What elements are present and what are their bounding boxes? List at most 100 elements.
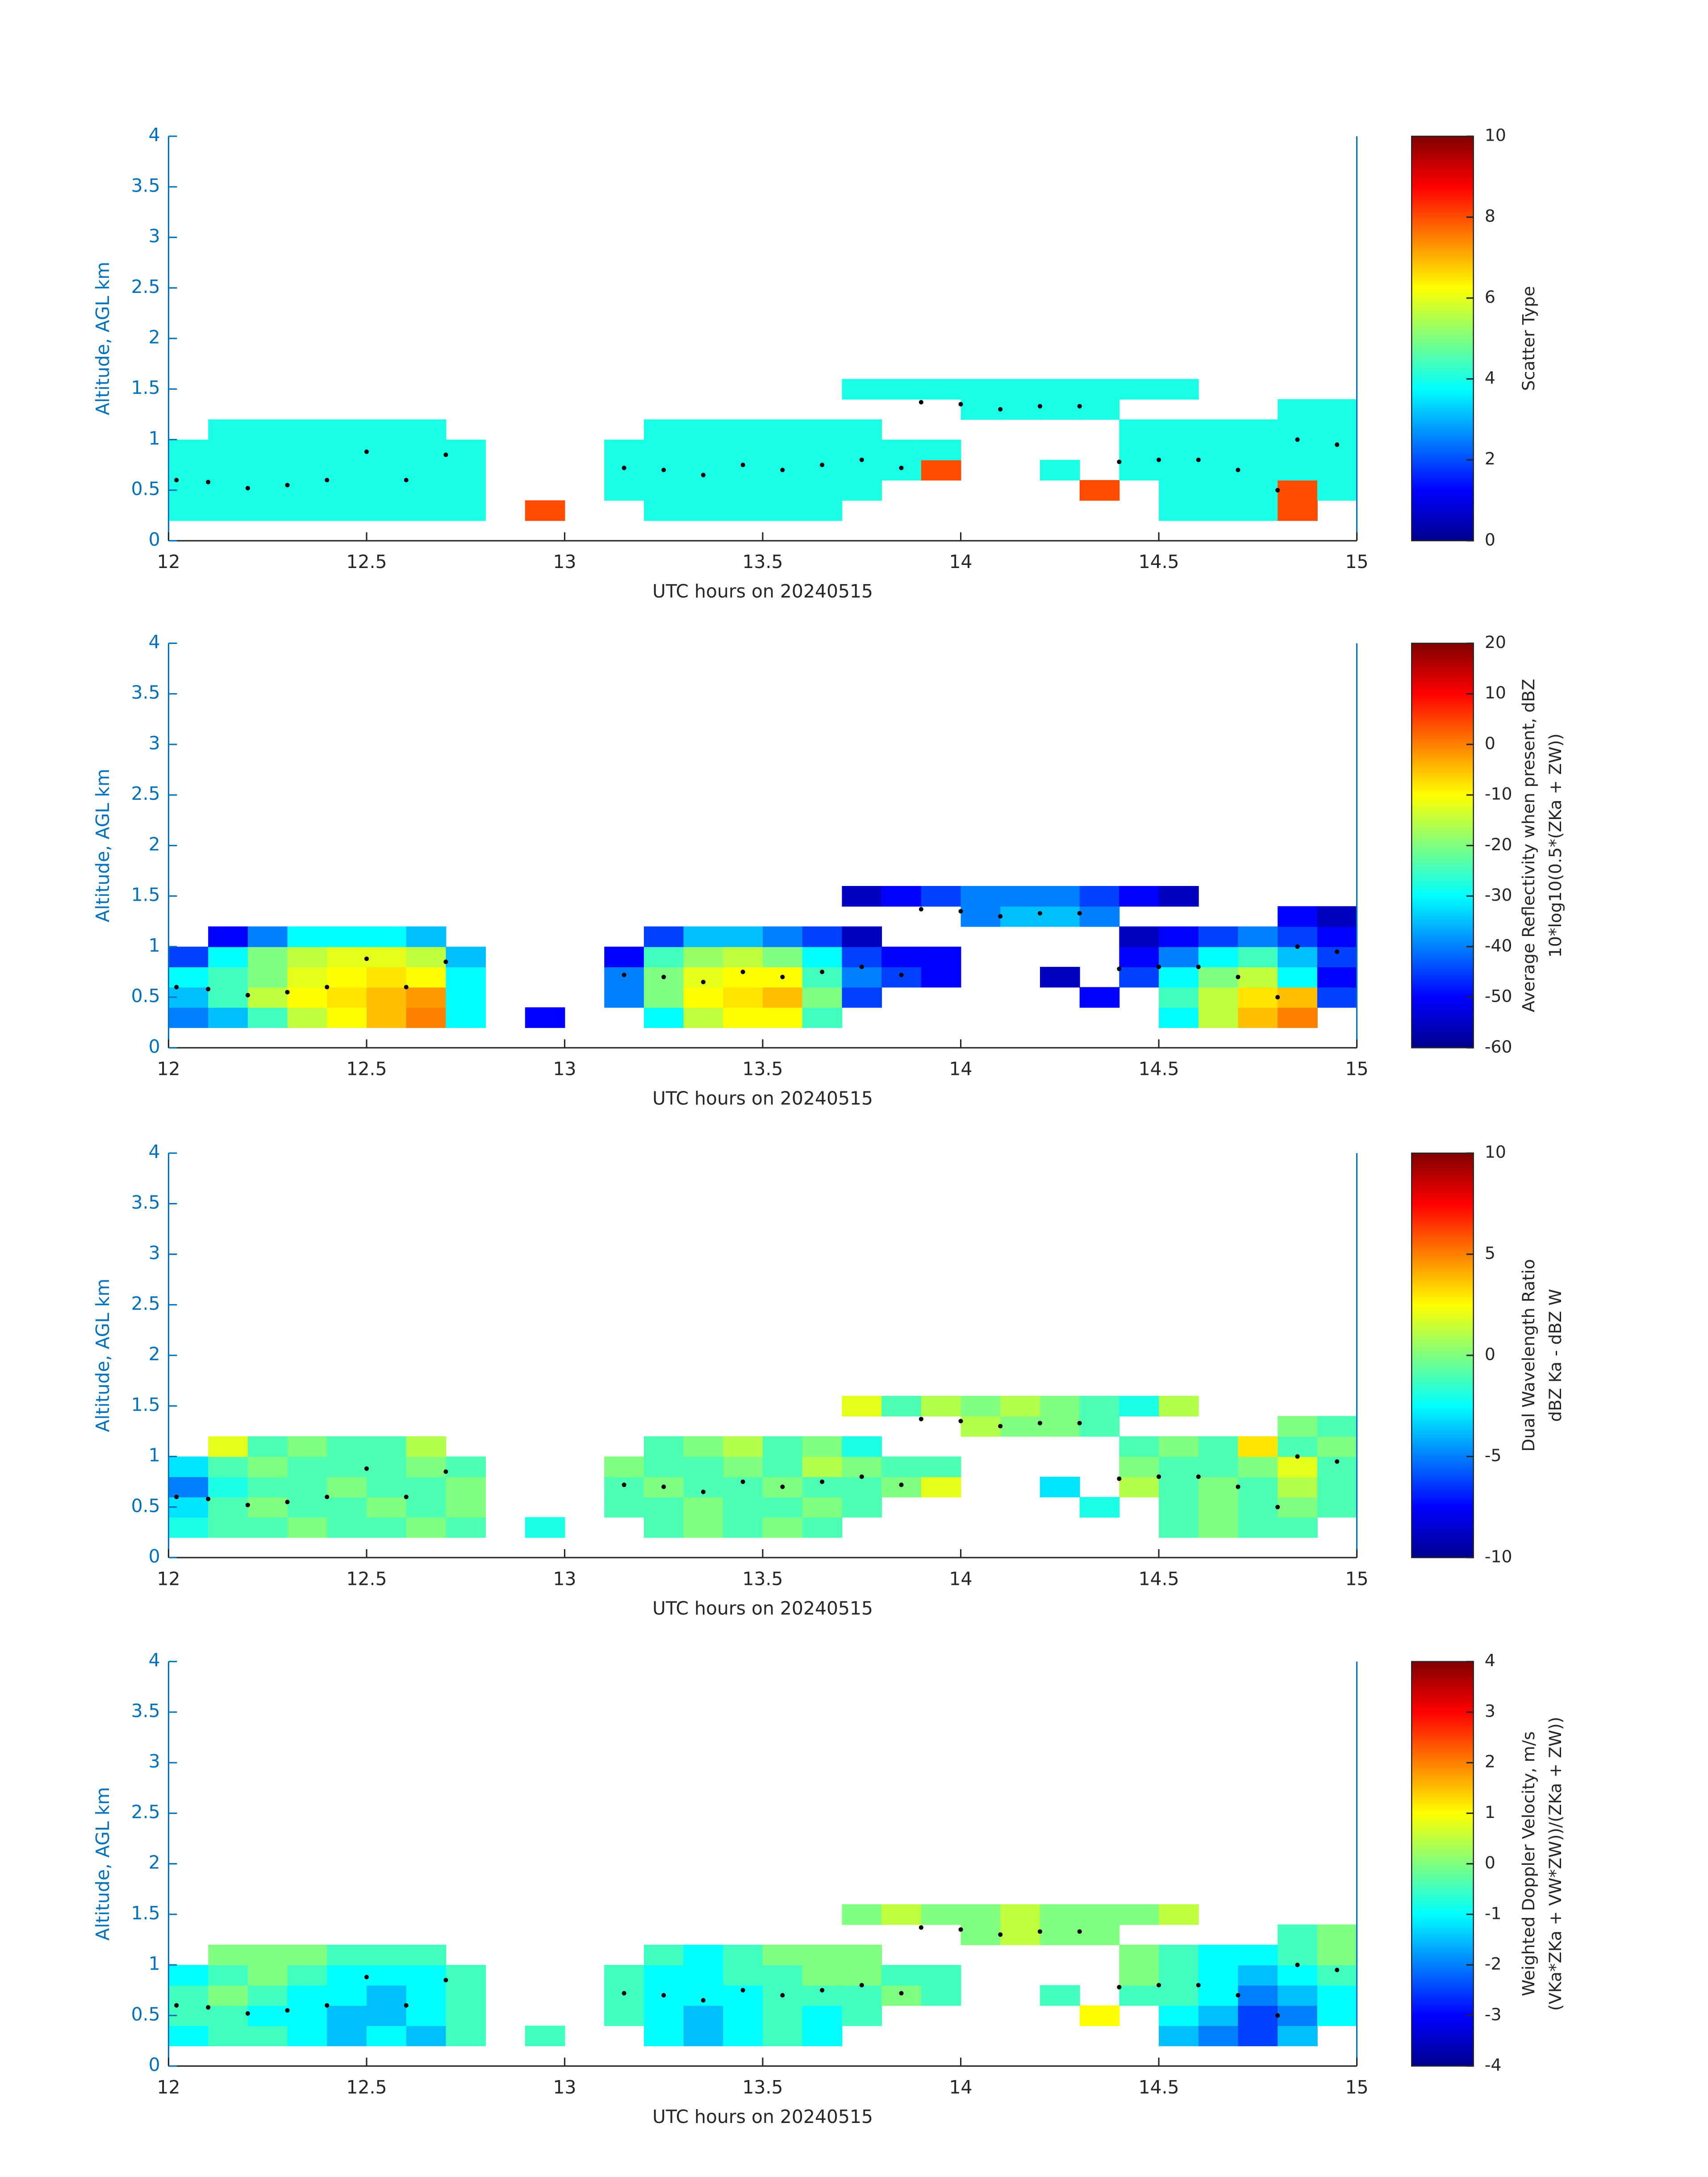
cell xyxy=(1317,399,1357,420)
colorbar-tick-label: 5 xyxy=(1485,1243,1495,1263)
x-tick-label: 14.5 xyxy=(1139,2077,1179,2098)
cell xyxy=(208,460,248,481)
x-tick-label: 13 xyxy=(553,551,576,572)
cell xyxy=(247,500,288,521)
cell xyxy=(921,379,961,400)
cell xyxy=(643,987,684,1008)
dot xyxy=(364,449,369,454)
cell xyxy=(763,1456,803,1477)
dot xyxy=(780,1484,785,1489)
cell xyxy=(1198,439,1239,460)
cell xyxy=(1079,480,1120,501)
dot xyxy=(285,483,290,488)
dot xyxy=(1196,1474,1201,1479)
cell xyxy=(1317,1924,1357,1945)
cell xyxy=(168,967,209,988)
dot xyxy=(701,1998,706,2003)
cell xyxy=(1119,946,1160,968)
dot xyxy=(404,1495,409,1500)
cell xyxy=(1000,1416,1040,1437)
colorbar-tick-label: -50 xyxy=(1485,986,1512,1006)
cell xyxy=(604,987,644,1008)
dot xyxy=(661,974,666,979)
dot xyxy=(1236,468,1240,472)
cell xyxy=(366,1944,407,1966)
x-tick-label: 12.5 xyxy=(346,1568,387,1589)
colorbar-tick-label: 0 xyxy=(1485,1853,1495,1872)
y-tick-label: 3.5 xyxy=(131,682,160,703)
dot xyxy=(919,1925,923,1930)
cell xyxy=(1317,926,1357,947)
cell xyxy=(327,1497,367,1518)
dot xyxy=(1295,944,1300,949)
cell xyxy=(763,500,803,521)
colorbar-tick-label: 10 xyxy=(1485,125,1506,145)
y-tick-label: 3.5 xyxy=(131,175,160,196)
cell xyxy=(366,987,407,1008)
cell xyxy=(1238,2005,1278,2026)
cell xyxy=(168,1007,209,1028)
cell xyxy=(1159,967,1199,988)
cell xyxy=(604,1965,644,1986)
dot xyxy=(1335,442,1340,447)
cell xyxy=(1238,2025,1278,2047)
cell xyxy=(643,2025,684,2047)
dot xyxy=(1077,404,1082,409)
y-tick-label: 3 xyxy=(149,732,160,754)
cell xyxy=(921,1396,961,1417)
y-tick-label: 0 xyxy=(149,529,160,550)
cell xyxy=(1000,906,1040,927)
cell xyxy=(1159,379,1199,400)
cell xyxy=(366,1497,407,1518)
colorbar-tick-label: -1 xyxy=(1485,1903,1502,1923)
dot xyxy=(1037,1929,1043,1934)
y-tick-label: 1.5 xyxy=(131,1394,160,1415)
dot xyxy=(1037,911,1043,916)
y-tick-label: 3 xyxy=(149,1751,160,1772)
cell xyxy=(406,480,447,501)
cell xyxy=(1198,460,1239,481)
colorbar-label: Dual Wavelength Ratio xyxy=(1519,1259,1538,1451)
colorbar-tick-label: 2 xyxy=(1485,449,1495,468)
y-tick-label: 2 xyxy=(149,1852,160,1873)
dot xyxy=(701,1489,706,1494)
cell xyxy=(643,1944,684,1966)
cell xyxy=(287,1476,328,1498)
cell xyxy=(1317,967,1357,988)
cell xyxy=(168,1517,209,1538)
cell xyxy=(1317,1416,1357,1437)
cell xyxy=(723,1497,763,1518)
dot xyxy=(1196,457,1201,462)
cell xyxy=(842,886,882,907)
cell xyxy=(1040,967,1080,988)
cell xyxy=(327,419,367,440)
cell xyxy=(366,500,407,521)
dot xyxy=(443,959,448,964)
cell xyxy=(168,439,209,460)
cell xyxy=(1119,439,1160,460)
cell xyxy=(406,946,447,968)
cell xyxy=(366,967,407,988)
cell xyxy=(366,1456,407,1477)
cell xyxy=(327,1476,367,1498)
dot xyxy=(958,1927,963,1932)
cell xyxy=(683,1517,724,1538)
cell xyxy=(208,967,248,988)
cell xyxy=(208,987,248,1008)
cell xyxy=(1159,1436,1199,1457)
y-tick-label: 1.5 xyxy=(131,377,160,398)
cell xyxy=(247,419,288,440)
cell xyxy=(1079,987,1120,1008)
cell xyxy=(604,480,644,501)
dot xyxy=(622,973,626,978)
cell xyxy=(168,500,209,521)
cell xyxy=(1238,1517,1278,1538)
colorbar-tick-label: -4 xyxy=(1485,2055,1502,2075)
dot xyxy=(443,1469,448,1474)
cell xyxy=(247,439,288,460)
cell xyxy=(723,500,763,521)
cell xyxy=(1278,926,1318,947)
cell xyxy=(921,460,961,481)
y-tick-label: 0.5 xyxy=(131,2003,160,2025)
cell xyxy=(1278,1517,1318,1538)
